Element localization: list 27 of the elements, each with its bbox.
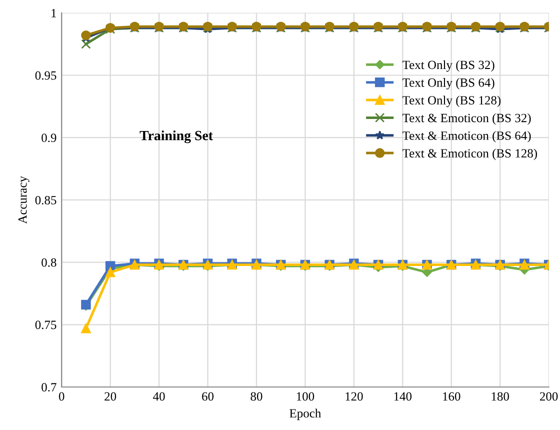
x-tick-label: 180 bbox=[492, 392, 509, 401]
x-axis-title: Epoch bbox=[290, 408, 322, 420]
annotation: Training Set bbox=[140, 130, 213, 144]
legend-label: Text & Emoticon (BS 64) bbox=[402, 131, 531, 142]
legend-label: Text Only (BS 32) bbox=[402, 60, 494, 72]
x-tick-label: 20 bbox=[104, 392, 116, 401]
y-tick-label: 1 bbox=[52, 8, 56, 18]
x-tick-label: 200 bbox=[540, 392, 558, 401]
y-tick-label: 0.8 bbox=[42, 258, 56, 267]
x-tick-label: 60 bbox=[202, 392, 214, 401]
legend-label: Text & Emoticon (BS 128) bbox=[402, 148, 538, 160]
legend-label: Text Only (BS 64) bbox=[402, 78, 494, 90]
x-tick-label: 120 bbox=[346, 392, 363, 401]
x-tick-label: 0 bbox=[58, 392, 64, 401]
x-tick-label: 160 bbox=[443, 392, 460, 401]
x-tick-label: 140 bbox=[394, 392, 412, 401]
x-tick-label: 100 bbox=[296, 392, 314, 401]
legend-label: Text & Emoticon (BS 32) bbox=[402, 113, 531, 125]
x-tick-label: 80 bbox=[250, 392, 262, 401]
x-tick-label: 40 bbox=[153, 392, 165, 401]
legend-label: Text Only (BS 128) bbox=[402, 96, 501, 108]
y-tick-label: 0.9 bbox=[42, 134, 56, 142]
y-axis-title: Accuracy bbox=[18, 176, 30, 224]
y-tick-label: 0.7 bbox=[42, 383, 56, 392]
y-tick-label: 0.75 bbox=[35, 320, 56, 330]
y-tick-label: 0.85 bbox=[35, 196, 56, 204]
y-tick-label: 0.95 bbox=[35, 71, 56, 80]
